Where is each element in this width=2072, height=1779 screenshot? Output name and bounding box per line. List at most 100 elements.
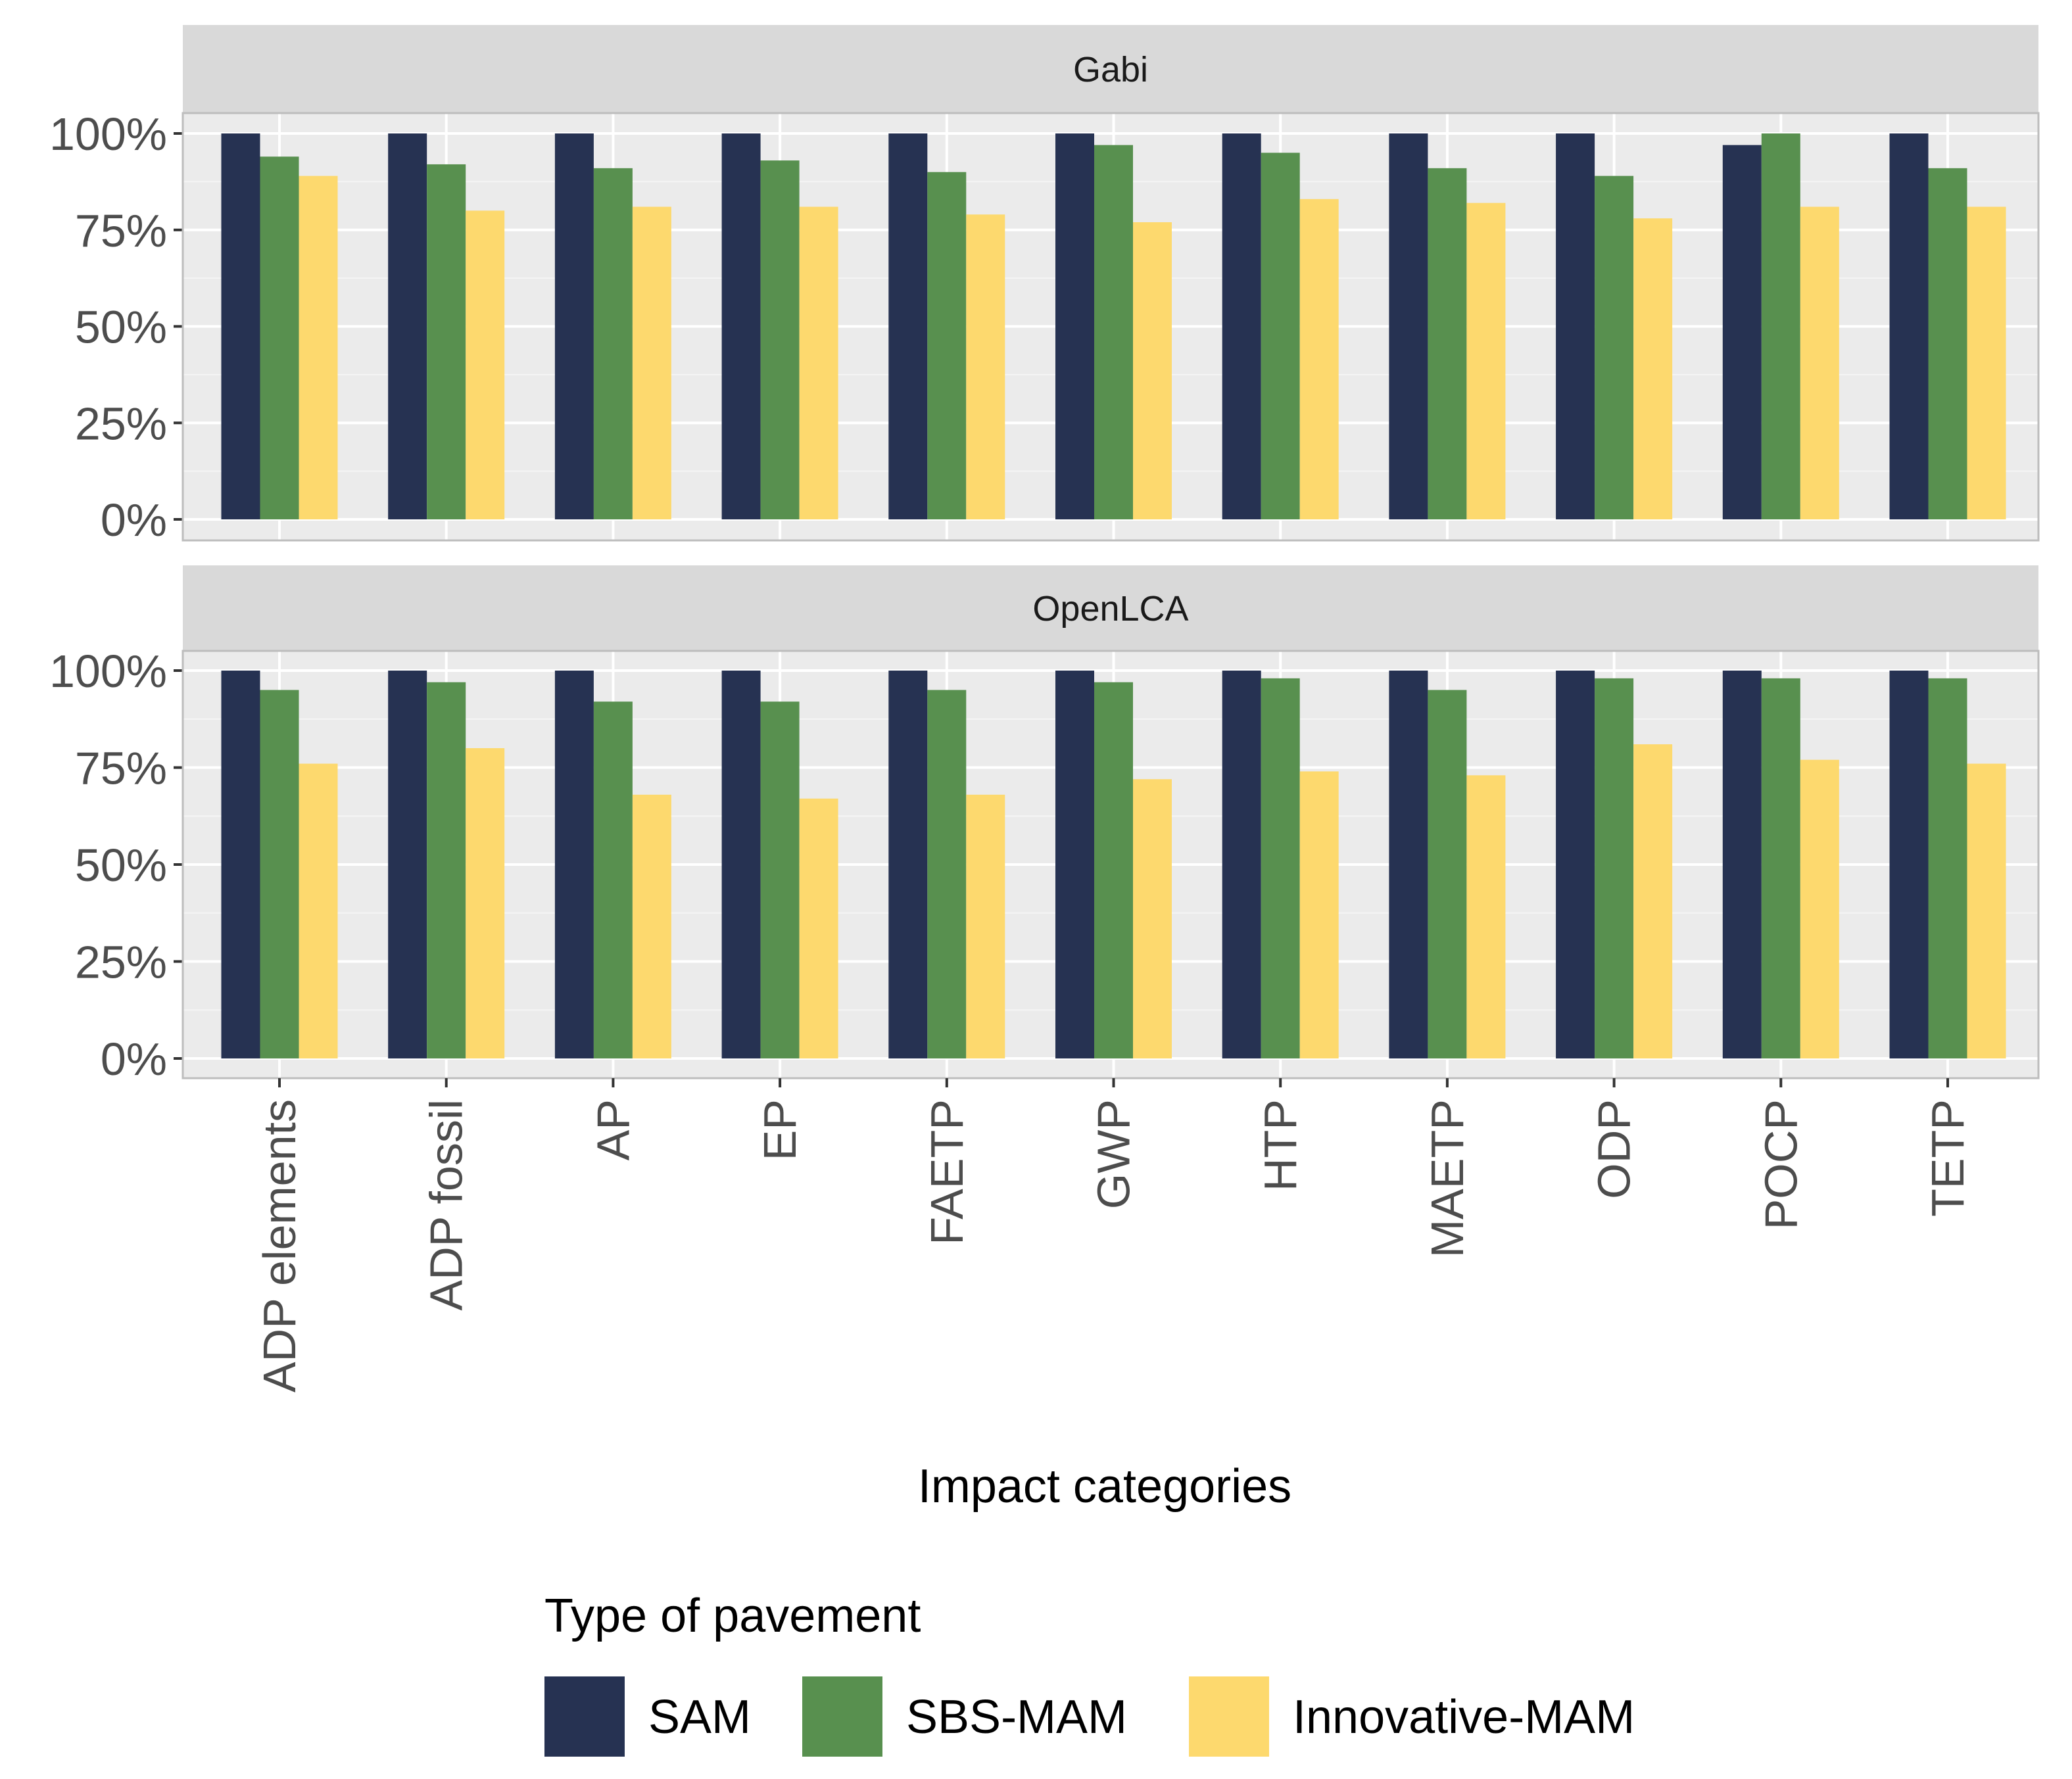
bar-openlca-sam-0 [221,671,260,1058]
bar-gabi-sbs-mam-6 [1261,153,1300,520]
bar-gabi-sam-7 [1389,133,1428,519]
x-tick-label: GWP [1088,1099,1140,1209]
bar-gabi-innovative-mam-1 [466,210,505,519]
y-tick-label: 100% [49,646,167,697]
bar-openlca-sbs-mam-9 [1761,678,1800,1058]
bar-openlca-sam-9 [1722,671,1762,1058]
bar-gabi-sbs-mam-8 [1595,176,1634,519]
bar-openlca-sam-8 [1556,671,1595,1058]
y-tick-label: 50% [75,302,167,353]
legend-label: SAM [648,1691,751,1743]
bar-gabi-sbs-mam-5 [1094,145,1133,520]
bar-openlca-sam-5 [1055,671,1094,1058]
chart-panels: Gabi 0% 25% 50% 75% 100% OpenLCA 0% 25% 50% 75% 100… [49,25,2040,1087]
facet-strip [183,565,2038,651]
bar-gabi-sbs-mam-3 [760,160,800,520]
x-tick-label: POCP [1755,1099,1806,1229]
panel-openlca: OpenLCA 0% 25% 50% 75% 100% [49,565,2040,1087]
x-tick-label: EP [754,1099,806,1160]
bar-openlca-sam-4 [888,671,928,1058]
y-tick-label: 0% [101,1033,167,1085]
x-tick-label: MAETP [1422,1099,1473,1258]
bar-openlca-sam-3 [721,671,761,1058]
bar-gabi-innovative-mam-9 [1800,206,1839,519]
y-tick-label: 75% [75,743,167,794]
y-tick-label: 50% [75,840,167,891]
facet-strip-label: Gabi [1073,50,1148,89]
x-tick-label: TETP [1922,1099,1973,1217]
bar-openlca-innovative-mam-7 [1466,775,1506,1058]
y-tick-label: 0% [101,494,167,546]
legend-key [544,1676,625,1757]
bar-openlca-innovative-mam-5 [1133,779,1172,1058]
x-axis-tick-labels: ADP elements ADP fossil AP EP FAETP GWP HTP MAE… [254,1099,1973,1392]
bar-openlca-innovative-mam-10 [1967,763,2006,1058]
bar-gabi-sam-9 [1722,145,1762,520]
bar-gabi-innovative-mam-7 [1466,202,1506,519]
panel-border [181,650,2040,1079]
bar-openlca-sam-2 [554,671,594,1058]
bar-openlca-sbs-mam-0 [260,690,299,1058]
legend-title: Type of pavement [544,1590,921,1642]
bar-gabi-sbs-mam-2 [593,168,633,519]
bar-openlca-innovative-mam-2 [632,794,671,1058]
bar-gabi-innovative-mam-2 [632,206,671,519]
bar-openlca-innovative-mam-3 [799,798,838,1058]
legend-label: SBS-MAM [906,1691,1127,1743]
bar-gabi-sam-10 [1889,133,1929,519]
bar-gabi-sam-2 [554,133,594,519]
bar-gabi-sam-0 [221,133,260,519]
bar-gabi-innovative-mam-8 [1633,218,1673,519]
legend-key [1189,1676,1269,1757]
bar-gabi-innovative-mam-6 [1299,199,1339,519]
x-tick-label: FAETP [921,1099,973,1245]
bar-gabi-innovative-mam-10 [1967,206,2006,519]
x-axis-title: Impact categories [918,1460,1291,1513]
bar-gabi-sam-6 [1222,133,1261,519]
x-tick-label: AP [587,1099,638,1160]
bar-openlca-sbs-mam-1 [427,682,466,1058]
bar-openlca-sam-10 [1889,671,1929,1058]
facet-strip-label: OpenLCA [1032,589,1188,629]
x-tick-label: HTP [1255,1099,1306,1191]
bar-gabi-innovative-mam-3 [799,206,838,519]
y-tick-label: 25% [75,398,167,449]
legend-key [802,1676,882,1757]
bar-openlca-innovative-mam-9 [1800,759,1839,1058]
bar-gabi-sam-3 [721,133,761,519]
bar-openlca-sbs-mam-3 [760,701,800,1058]
bar-openlca-sbs-mam-5 [1094,682,1133,1058]
bar-gabi-sbs-mam-1 [427,164,466,519]
bar-openlca-sbs-mam-4 [927,690,967,1058]
legend-label: Innovative-MAM [1293,1691,1635,1743]
bar-openlca-sbs-mam-8 [1595,678,1634,1058]
bar-gabi-sbs-mam-4 [927,172,967,519]
bar-openlca-innovative-mam-8 [1633,744,1673,1058]
bar-openlca-innovative-mam-1 [466,748,505,1058]
y-tick-label: 25% [75,937,167,988]
bar-openlca-sam-6 [1222,671,1261,1058]
bar-openlca-sbs-mam-2 [593,701,633,1058]
y-tick-label: 100% [49,108,167,160]
legend-items: SAM SBS-MAM Innovative-MAM [544,1676,1635,1757]
panel-gabi: Gabi 0% 25% 50% 75% 100% [49,25,2040,546]
x-tick-label: ADP elements [254,1099,305,1392]
bar-gabi-sbs-mam-9 [1761,133,1800,519]
bar-gabi-sbs-mam-10 [1928,168,1967,519]
bar-openlca-innovative-mam-6 [1299,771,1339,1058]
bar-openlca-sam-7 [1389,671,1428,1058]
x-tick-label: ODP [1589,1099,1640,1199]
bar-openlca-sbs-mam-6 [1261,678,1300,1058]
bar-gabi-sam-4 [888,133,928,519]
legend: Type of pavement SAM SBS-MAM Innovative-MA… [544,1590,1635,1757]
bar-openlca-innovative-mam-4 [966,794,1005,1058]
facet-strip [183,25,2038,113]
bar-gabi-sbs-mam-0 [260,156,299,520]
bar-openlca-sbs-mam-7 [1428,690,1467,1058]
bar-openlca-sbs-mam-10 [1928,678,1967,1058]
bar-openlca-sam-1 [388,671,427,1058]
legend-item-innovative-mam: Innovative-MAM [1189,1676,1635,1757]
bar-gabi-sam-8 [1556,133,1595,519]
bar-gabi-innovative-mam-4 [966,214,1005,519]
